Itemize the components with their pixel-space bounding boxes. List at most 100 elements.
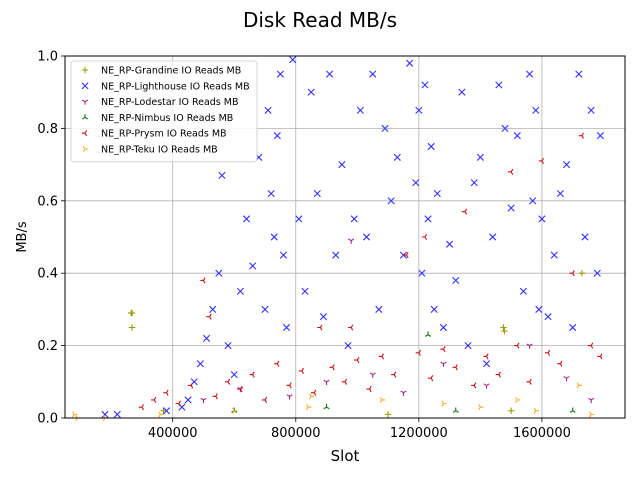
data-point bbox=[589, 411, 595, 418]
data-point bbox=[113, 410, 121, 418]
data-point bbox=[557, 360, 563, 367]
data-point bbox=[309, 393, 315, 400]
data-point bbox=[338, 161, 346, 169]
legend-label: NE_RP-Lighthouse IO Reads MB bbox=[101, 81, 250, 92]
data-point bbox=[151, 396, 157, 403]
data-point bbox=[489, 233, 497, 241]
data-point bbox=[532, 106, 540, 114]
data-point bbox=[578, 132, 584, 139]
data-point bbox=[587, 106, 595, 114]
data-point bbox=[535, 305, 543, 313]
legend: NE_RP-Grandine IO Reads MB NE_RP-Lighthou… bbox=[70, 60, 258, 163]
data-point bbox=[501, 327, 508, 335]
legend-marker bbox=[81, 82, 89, 90]
data-point bbox=[101, 410, 109, 418]
data-point bbox=[581, 233, 589, 241]
data-point bbox=[344, 342, 352, 350]
data-point bbox=[569, 407, 576, 413]
legend-label: NE_RP-Grandine IO Reads MB bbox=[101, 66, 241, 77]
legend-label: NE_RP-Nimbus IO Reads MB bbox=[101, 113, 233, 124]
data-point bbox=[196, 360, 204, 368]
data-point bbox=[158, 411, 164, 418]
y-tick-label: 1.0 bbox=[37, 50, 58, 65]
data-point bbox=[412, 179, 420, 187]
data-point bbox=[369, 372, 376, 378]
data-point bbox=[362, 233, 371, 241]
data-point bbox=[519, 287, 528, 295]
data-point bbox=[440, 361, 447, 367]
data-point bbox=[313, 189, 321, 198]
data-point bbox=[569, 270, 575, 277]
data-point bbox=[160, 407, 167, 414]
data-point bbox=[391, 371, 397, 378]
data-point bbox=[323, 403, 330, 410]
data-point bbox=[529, 197, 537, 205]
legend-marker bbox=[81, 130, 88, 137]
data-point bbox=[415, 349, 421, 356]
data-point bbox=[439, 323, 448, 332]
data-point bbox=[495, 371, 501, 378]
data-point bbox=[286, 382, 292, 389]
data-point bbox=[533, 407, 539, 414]
data-point bbox=[202, 334, 211, 342]
data-point bbox=[128, 324, 136, 331]
data-point bbox=[482, 360, 491, 368]
y-tick-label: 0.8 bbox=[37, 122, 58, 137]
data-point bbox=[425, 331, 432, 337]
data-point bbox=[427, 142, 435, 151]
data-point bbox=[267, 189, 275, 198]
data-point bbox=[415, 106, 423, 114]
data-point bbox=[526, 70, 534, 78]
data-point bbox=[544, 349, 551, 356]
data-point bbox=[375, 305, 383, 313]
data-point bbox=[276, 70, 284, 78]
data-point bbox=[440, 346, 446, 353]
data-point bbox=[515, 396, 521, 403]
data-point bbox=[446, 240, 454, 248]
data-point bbox=[544, 313, 552, 321]
y-tick-label: 0.6 bbox=[37, 194, 58, 209]
data-point bbox=[550, 251, 558, 259]
data-point bbox=[249, 262, 257, 270]
data-point bbox=[478, 404, 484, 411]
data-point bbox=[379, 396, 386, 403]
data-point bbox=[458, 88, 466, 96]
data-point bbox=[232, 407, 238, 414]
data-point bbox=[500, 324, 507, 331]
data-point bbox=[323, 379, 330, 385]
data-point bbox=[507, 407, 515, 414]
data-point bbox=[427, 375, 434, 382]
data-point bbox=[393, 153, 401, 161]
data-point bbox=[215, 269, 223, 277]
data-point bbox=[406, 59, 414, 67]
data-point bbox=[593, 269, 601, 277]
data-point bbox=[483, 383, 490, 389]
data-point bbox=[578, 270, 586, 277]
data-point bbox=[421, 233, 428, 241]
data-point bbox=[311, 389, 317, 396]
data-point bbox=[184, 396, 192, 404]
data-point bbox=[301, 287, 309, 295]
x-tick-label: 1200000 bbox=[390, 426, 448, 441]
data-point bbox=[138, 404, 144, 411]
series-4 bbox=[138, 132, 603, 411]
data-point bbox=[596, 132, 604, 140]
legend-box bbox=[70, 60, 258, 163]
data-point bbox=[332, 251, 340, 259]
data-point bbox=[441, 400, 447, 407]
data-point bbox=[356, 106, 364, 114]
data-point bbox=[319, 313, 328, 321]
data-point bbox=[282, 323, 291, 332]
x-tick-label: 400000 bbox=[148, 426, 198, 441]
data-point bbox=[471, 382, 477, 389]
data-point bbox=[306, 404, 312, 411]
data-point bbox=[341, 378, 348, 385]
data-point bbox=[317, 324, 323, 331]
data-point bbox=[562, 161, 571, 169]
data-point bbox=[348, 238, 355, 244]
data-point bbox=[470, 179, 478, 187]
data-point bbox=[366, 385, 372, 393]
data-point bbox=[369, 70, 377, 78]
data-point bbox=[249, 371, 255, 378]
